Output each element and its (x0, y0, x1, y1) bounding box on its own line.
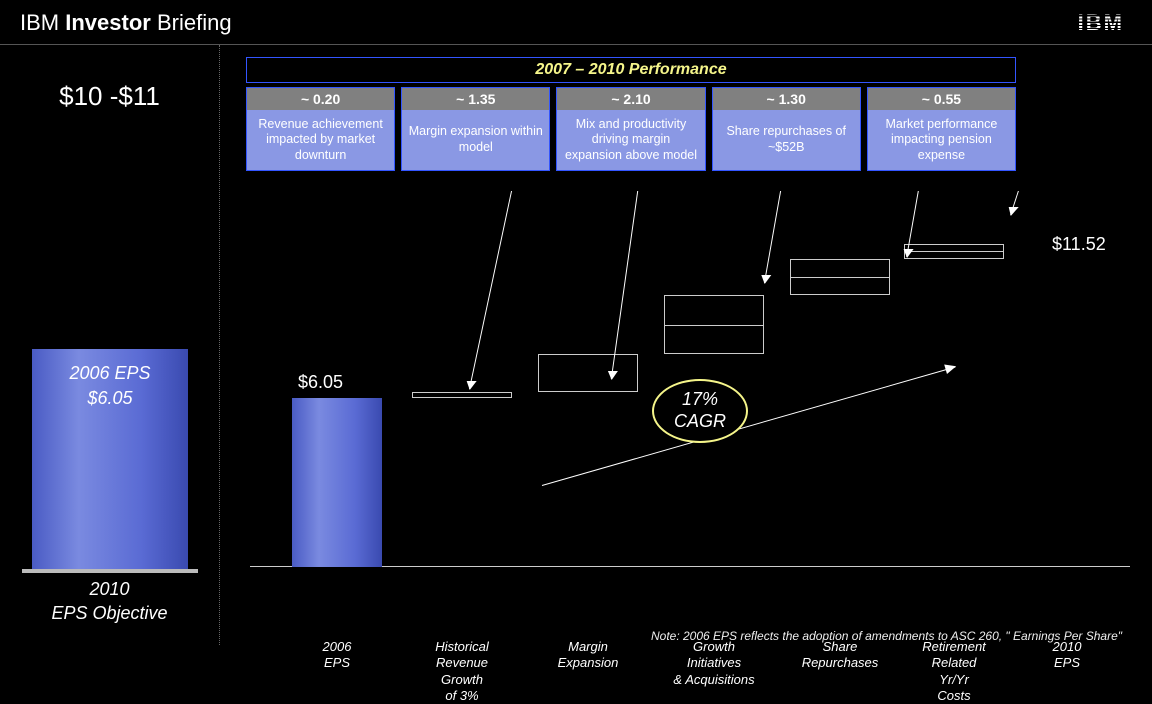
driver-arrow-icon (611, 191, 638, 379)
driver-box: ~ 0.55Market performance impacting pensi… (867, 87, 1016, 171)
driver-value: ~ 2.10 (557, 88, 704, 110)
driver-value: ~ 1.35 (402, 88, 549, 110)
x-axis-line (250, 566, 1130, 567)
end-value-label: $11.52 (1052, 234, 1106, 255)
eps-objective-value: $10 -$11 (0, 81, 219, 112)
driver-desc: Margin expansion within model (402, 110, 549, 170)
x-axis-label: 2010 EPS (1019, 639, 1115, 672)
eps-objective-caption: 2010 EPS Objective (0, 578, 219, 625)
x-axis-label: Share Repurchases (777, 639, 903, 672)
performance-title: 2007 – 2010 Performance (246, 57, 1016, 83)
bar-line1: 2006 EPS (32, 361, 188, 386)
header-title: IBM Investor Briefing (20, 10, 232, 36)
slide-content: $10 -$11 2006 EPS $6.05 2010 EPS Objecti… (0, 45, 1152, 645)
driver-desc: Market performance impacting pension exp… (868, 110, 1015, 170)
driver-box: ~ 1.30Share repurchases of ~$52B (712, 87, 861, 171)
x-axis-label: Margin Expansion (525, 639, 651, 672)
brand-text: IBM (20, 10, 59, 35)
ibm-logo-icon: IBM (1078, 10, 1124, 36)
x-axis-label: Historical Revenue Growth of 3% (399, 639, 525, 704)
driver-arrow-icon (1010, 191, 1019, 215)
x-axis-label: Growth Initiatives & Acquisitions (651, 639, 777, 688)
waterfall-start-bar (292, 398, 382, 567)
cagr-ellipse: 17% CAGR (652, 379, 748, 443)
left-bar-cap (22, 569, 198, 573)
driver-value: ~ 0.20 (247, 88, 394, 110)
driver-arrow-icon (469, 191, 512, 389)
title-bold: Investor (65, 10, 151, 35)
driver-arrow-icon (764, 191, 781, 283)
footnote-text: Note: 2006 EPS reflects the adoption of … (651, 629, 1122, 643)
start-value-label: $6.05 (298, 372, 343, 393)
title-light: Briefing (157, 10, 232, 35)
driver-desc: Revenue achievement impacted by market d… (247, 110, 394, 170)
waterfall-chart: 2007 – 2010 Performance ~ 0.20Revenue ac… (232, 45, 1142, 645)
driver-box: ~ 0.20Revenue achievement impacted by ma… (246, 87, 395, 171)
driver-desc: Share repurchases of ~$52B (713, 110, 860, 170)
waterfall-step-bar (412, 392, 512, 398)
waterfall-step-bar (790, 259, 890, 295)
slide-header: IBM Investor Briefing IBM (0, 0, 1152, 45)
left-objective-panel: $10 -$11 2006 EPS $6.05 2010 EPS Objecti… (0, 45, 220, 645)
driver-value: ~ 0.55 (868, 88, 1015, 110)
waterfall-step-bar (904, 244, 1004, 259)
eps-2006-bar: 2006 EPS $6.05 (32, 349, 188, 569)
driver-boxes-row: ~ 0.20Revenue achievement impacted by ma… (246, 87, 1016, 171)
x-axis-label: Retirement Related Yr/Yr Costs (891, 639, 1017, 704)
eps-2006-bar-label: 2006 EPS $6.05 (32, 361, 188, 411)
waterfall-step-bar (538, 354, 638, 392)
bar-line2: $6.05 (32, 386, 188, 411)
x-axis-label: 2006 EPS (279, 639, 395, 672)
waterfall-step-bar (664, 295, 764, 354)
driver-box: ~ 2.10Mix and productivity driving margi… (556, 87, 705, 171)
driver-desc: Mix and productivity driving margin expa… (557, 110, 704, 170)
driver-value: ~ 1.30 (713, 88, 860, 110)
driver-box: ~ 1.35Margin expansion within model (401, 87, 550, 171)
